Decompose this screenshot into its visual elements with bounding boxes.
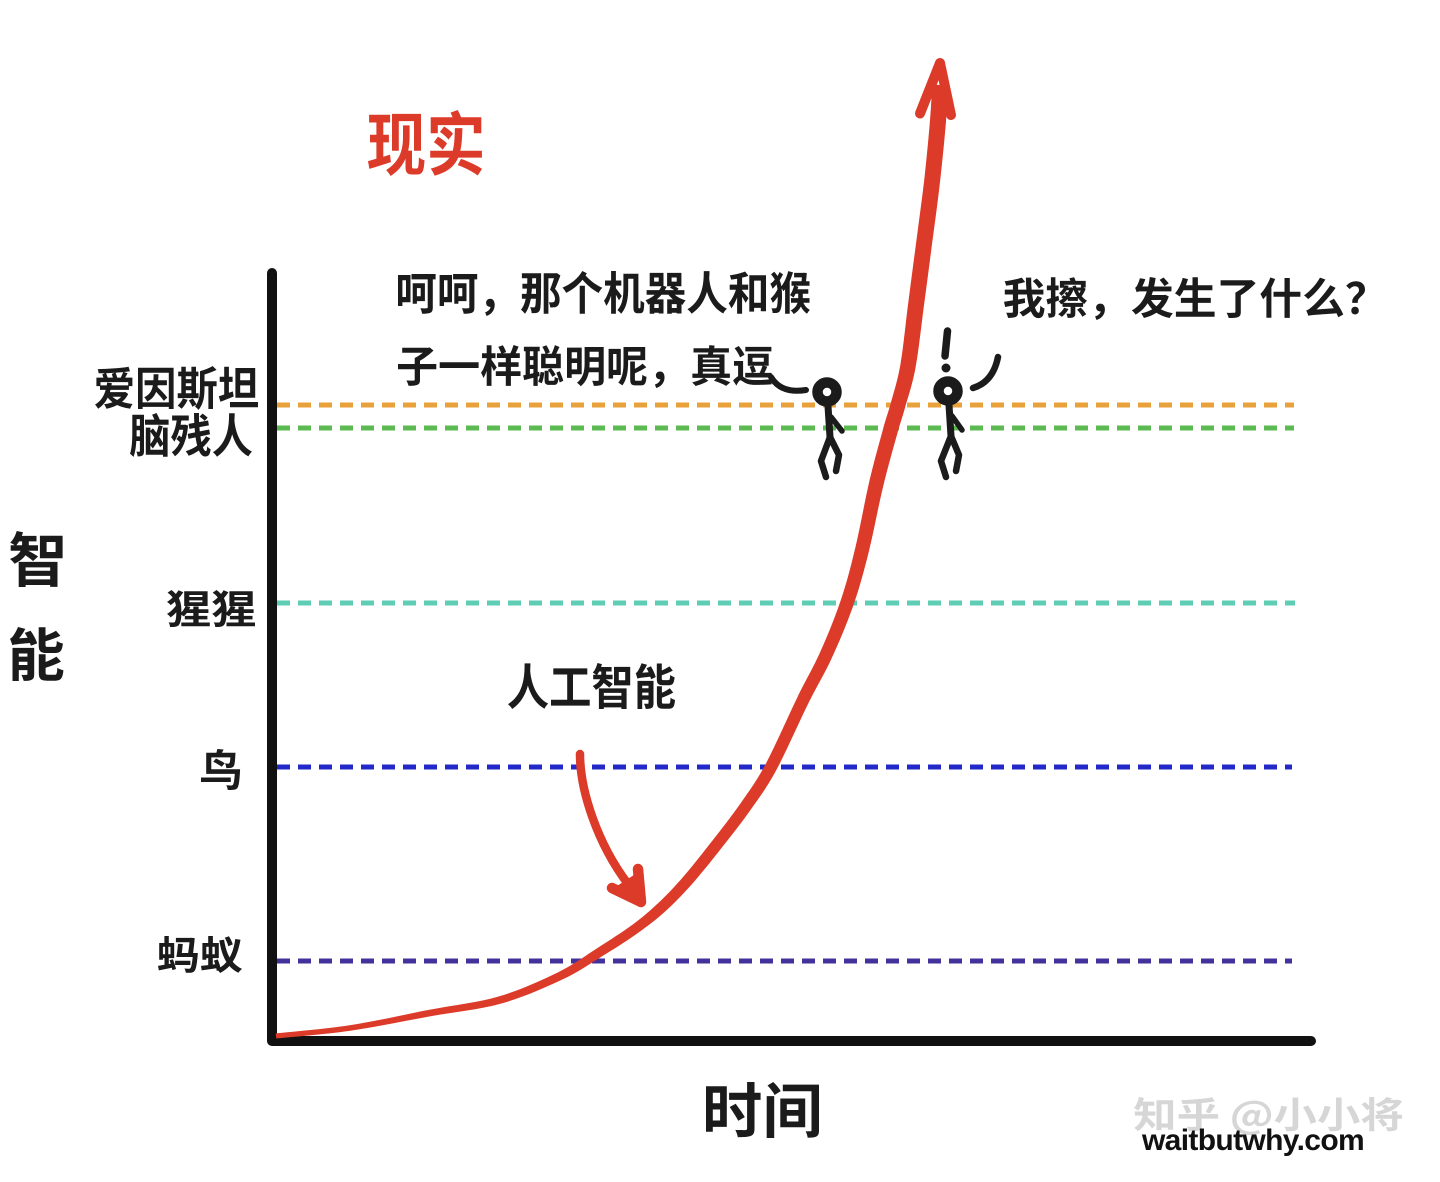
svg-text:waitbutwhy.com: waitbutwhy.com bbox=[1141, 1124, 1364, 1157]
